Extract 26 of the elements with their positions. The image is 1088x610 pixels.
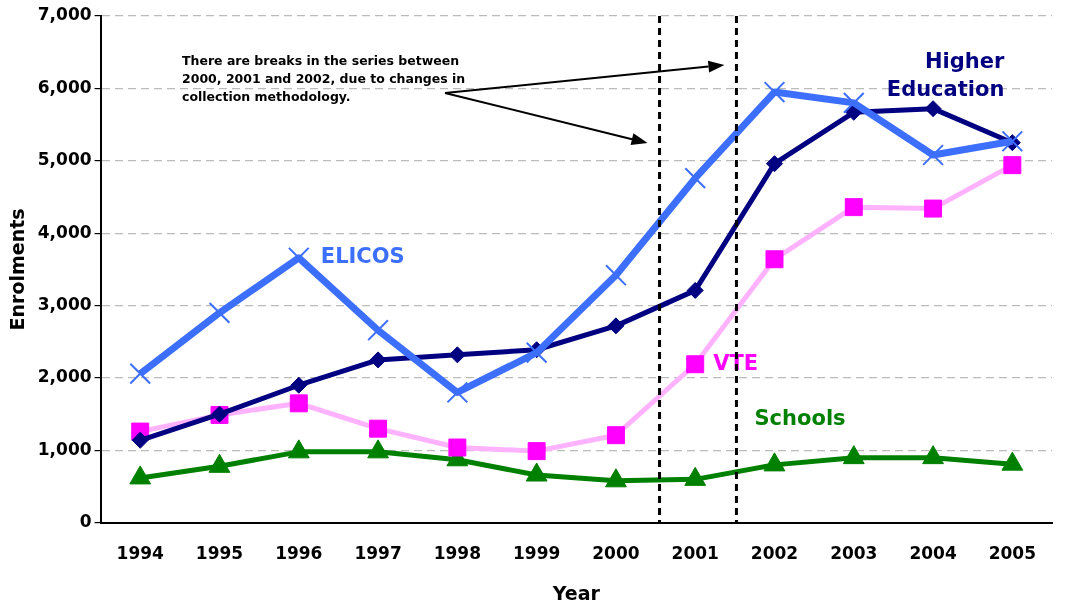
y-tick-label: 5,000 (37, 149, 92, 170)
x-tick-label: 1998 (433, 543, 482, 564)
x-tick-label: 2004 (909, 543, 957, 564)
x-tick-label: 2005 (988, 543, 1037, 564)
x-tick-label: 2001 (671, 543, 719, 564)
x-tick-label: 1994 (116, 543, 165, 564)
y-tick-label: 1,000 (37, 438, 92, 459)
y-tick-label: 0 (79, 511, 92, 532)
x-tick-label: 1996 (275, 543, 323, 564)
y-tick-label: 4,000 (37, 221, 92, 242)
x-tick-label: 2002 (750, 543, 799, 564)
x-axis-title: Year (551, 581, 601, 604)
y-tick-label: 3,000 (37, 294, 92, 315)
series-label: Schools (754, 406, 846, 431)
series-label: Higher Education (886, 49, 1005, 102)
x-tick-label: 1999 (512, 543, 561, 564)
y-tick-label: 2,000 (37, 366, 92, 387)
x-tick-label: 1997 (354, 543, 402, 564)
x-tick-label: 1995 (195, 543, 244, 564)
series-label: ELICOS (320, 244, 405, 269)
y-tick-label: 7,000 (37, 4, 92, 25)
x-tick-label: 2000 (592, 543, 640, 564)
annotation: There are breaks in the series between 2000, 2001 and 2002, due to changes in collection methodology. (182, 52, 467, 106)
y-axis-title: Enrolments (6, 208, 29, 331)
x-tick-label: 2003 (830, 543, 878, 564)
y-tick-label: 6,000 (37, 76, 92, 97)
